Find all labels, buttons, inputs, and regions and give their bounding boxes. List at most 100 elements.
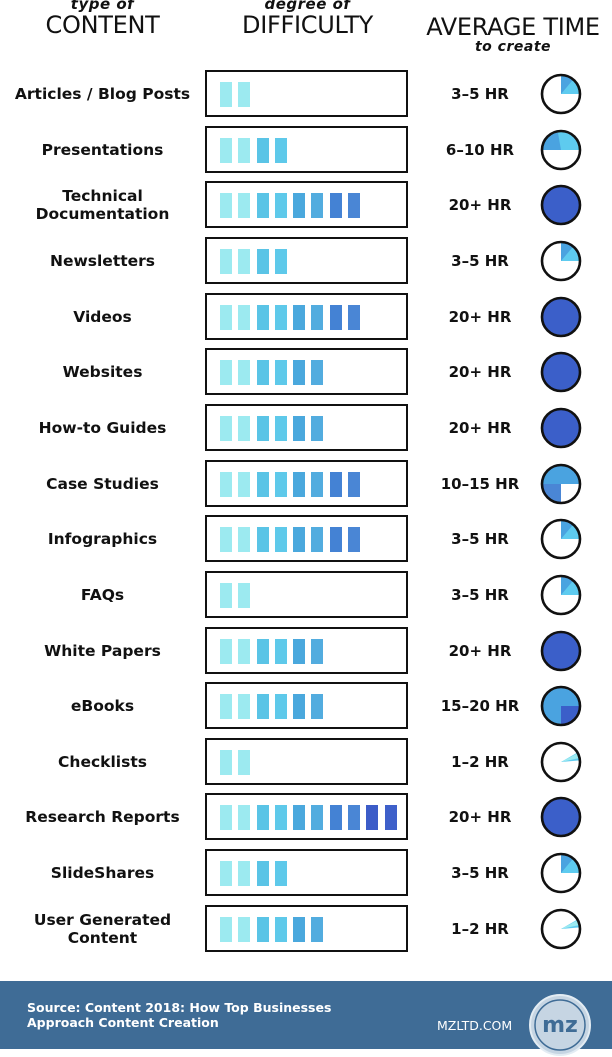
average-time: 10–15 HR: [440, 460, 550, 508]
average-time-value: 3–5 HR: [451, 864, 509, 883]
difficulty-bar: [220, 749, 232, 775]
difficulty-meter: [205, 570, 408, 618]
table-row: SlideShares 3–5 HR: [0, 849, 612, 897]
difficulty-bar: [220, 638, 232, 664]
header-time-small: to create: [474, 39, 552, 55]
difficulty-bar: [256, 193, 269, 219]
time-pie-icon: [540, 797, 582, 838]
average-time-value: 1–2 HR: [451, 752, 509, 771]
difficulty-meter: [205, 181, 408, 229]
table-row: Research Reports 20+ HR: [0, 793, 612, 841]
difficulty-meter: [205, 459, 408, 507]
average-time: 3–5 HR: [440, 70, 550, 118]
difficulty-bar: [329, 193, 342, 219]
difficulty-bar: [293, 360, 306, 386]
difficulty-bar: [220, 694, 232, 720]
header-difficulty-big: DIFFICULTY: [242, 11, 373, 39]
difficulty-bar: [348, 805, 361, 831]
difficulty-bar: [256, 360, 269, 386]
content-type-label: Infographics: [47, 530, 158, 549]
time-pie-icon: [540, 630, 582, 671]
average-time-value: 20+ HR: [448, 307, 512, 326]
time-pie-icon: [540, 240, 582, 282]
mz-logo-icon: mz: [529, 994, 591, 1056]
difficulty-meter: [205, 236, 408, 284]
difficulty-bar: [293, 471, 306, 497]
difficulty-bar: [220, 805, 232, 831]
difficulty-bar: [293, 694, 306, 720]
average-time: 15–20 HR: [440, 682, 550, 730]
difficulty-bar: [348, 304, 361, 330]
difficulty-bar: [348, 471, 361, 497]
difficulty-bar: [220, 527, 232, 553]
average-time: 20+ HR: [440, 793, 550, 841]
table-row: Articles / Blog Posts 3–5 HR: [0, 70, 612, 118]
difficulty-bar: [274, 861, 287, 887]
difficulty-bar: [256, 805, 269, 831]
difficulty-bar: [311, 415, 324, 441]
average-time-value: 6–10 HR: [445, 140, 515, 159]
time-pie-icon: [540, 73, 582, 115]
difficulty-bar: [238, 638, 251, 664]
difficulty-meter: [205, 793, 408, 841]
header-time: AVERAGE TIME to create: [418, 14, 608, 55]
difficulty-bar: [220, 137, 232, 163]
average-time: 1–2 HR: [440, 905, 550, 953]
difficulty-bar: [366, 805, 379, 831]
header-difficulty-small: degree of: [264, 0, 351, 13]
table-row: Technical Documentation 20+ HR: [0, 181, 612, 229]
header-content-big: CONTENT: [45, 11, 160, 39]
difficulty-bar: [220, 360, 232, 386]
average-time-value: 3–5 HR: [451, 251, 509, 270]
footer: Source: Content 2018: How Top Businesses…: [0, 981, 612, 1056]
table-row: FAQs 3–5 HR: [0, 570, 612, 619]
difficulty-bar: [256, 861, 269, 887]
average-time-value: 1–2 HR: [451, 919, 509, 938]
average-time-value: 20+ HR: [448, 196, 512, 215]
difficulty-bar: [238, 360, 251, 386]
difficulty-bar: [256, 694, 269, 720]
difficulty-bar: [220, 193, 232, 219]
content-type-label: FAQs: [80, 585, 125, 604]
difficulty-bar: [238, 471, 251, 497]
content-type-label: eBooks: [70, 697, 135, 716]
difficulty-meter: [205, 125, 408, 173]
header-content-small: type of: [70, 0, 135, 13]
content-type-label: SlideShares: [50, 864, 155, 883]
content-type-label: Articles / Blog Posts: [14, 85, 191, 103]
difficulty-bar: [220, 304, 232, 330]
table-row: Videos 20+ HR: [0, 292, 612, 341]
difficulty-bar: [220, 582, 232, 608]
difficulty-bar: [329, 304, 342, 330]
average-time: 20+ HR: [440, 348, 550, 396]
difficulty-bar: [274, 360, 287, 386]
difficulty-bar: [220, 82, 232, 107]
difficulty-bar: [220, 471, 232, 497]
average-time: 20+ HR: [440, 404, 550, 452]
time-pie-icon: [540, 184, 582, 226]
average-time: 3–5 HR: [440, 571, 550, 619]
difficulty-bar: [274, 304, 287, 330]
average-time: 3–5 HR: [440, 849, 550, 897]
time-pie-icon: [540, 574, 582, 616]
header-time-big: AVERAGE TIME: [426, 13, 600, 41]
difficulty-bar: [293, 304, 306, 330]
difficulty-bar: [311, 360, 324, 386]
time-pie-icon: [540, 407, 582, 449]
table-row: Newsletters 3–5 HR: [0, 236, 612, 285]
content-type-label: Research Reports: [25, 808, 180, 827]
difficulty-bar: [238, 248, 251, 274]
difficulty-meter: [205, 626, 408, 674]
difficulty-bar: [274, 694, 287, 720]
average-time-value: 20+ HR: [448, 363, 512, 382]
header-content: type of CONTENT: [20, 0, 185, 38]
site-link[interactable]: MZLTD.COM: [437, 1018, 513, 1033]
difficulty-bar: [274, 137, 287, 163]
content-type-label: Case Studies: [46, 474, 159, 493]
difficulty-meter: [205, 70, 408, 117]
time-pie-icon: [540, 463, 582, 504]
difficulty-bar: [220, 861, 232, 887]
difficulty-bar: [238, 694, 251, 720]
table-row: eBooks 15–20 HR: [0, 682, 612, 730]
difficulty-bar: [256, 248, 269, 274]
